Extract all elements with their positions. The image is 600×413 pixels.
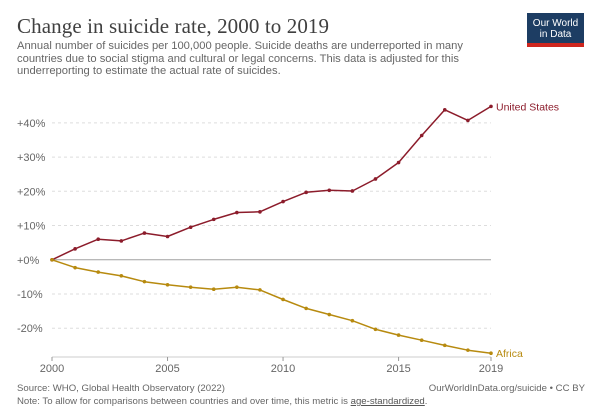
footnote-end: . xyxy=(424,396,428,407)
africa-point xyxy=(304,306,308,311)
africa-point xyxy=(419,338,424,343)
africa-point xyxy=(73,265,77,270)
x-tick-label: 2015 xyxy=(386,363,410,375)
united-states-point xyxy=(258,210,262,214)
united-states-point xyxy=(211,217,216,222)
africa-point xyxy=(327,312,332,317)
africa-point xyxy=(396,333,401,337)
united-states-point xyxy=(73,247,77,251)
license-text: • CC BY xyxy=(546,383,585,394)
logo-line-2: in Data xyxy=(539,29,572,40)
x-tick-label: 2000 xyxy=(40,363,64,375)
x-tick-label: 2019 xyxy=(479,363,503,375)
x-tick-label: 2005 xyxy=(155,363,179,375)
united-states-point xyxy=(489,104,493,109)
africa-point xyxy=(373,327,378,332)
africa-point xyxy=(211,287,216,292)
source-note: Source: WHO, Global Health Observatory (… xyxy=(17,383,225,394)
united-states-point xyxy=(419,133,424,138)
africa-point xyxy=(442,343,447,348)
united-states-point xyxy=(188,225,193,230)
united-states-point xyxy=(350,189,355,193)
africa-point xyxy=(50,257,54,262)
y-tick-label: +40% xyxy=(17,118,46,130)
united-states-point xyxy=(142,231,147,235)
y-tick-label: -20% xyxy=(17,323,43,335)
united-states-point xyxy=(396,160,401,165)
africa-point xyxy=(258,288,262,292)
united-states-point xyxy=(304,190,308,195)
united-states-point xyxy=(96,237,101,242)
footnote-text: Note: To allow for comparisons between c… xyxy=(17,396,351,407)
age-standardized-link[interactable]: age-standardized xyxy=(350,396,425,407)
africa-point xyxy=(350,318,355,323)
credit: OurWorldInData.org/suicide • CC BY xyxy=(429,383,585,394)
chart-subtitle: Annual number of suicides per 100,000 pe… xyxy=(17,40,463,78)
africa-label: Africa xyxy=(496,348,523,360)
africa-point xyxy=(119,274,124,278)
y-tick-label: +20% xyxy=(17,186,46,198)
x-tick-label: 2010 xyxy=(271,363,295,375)
logo-line-1: Our World xyxy=(532,18,579,29)
chart-title: Change in suicide rate, 2000 to 2019 xyxy=(17,14,330,38)
united-states-point xyxy=(327,188,332,193)
africa-point xyxy=(281,297,285,302)
africa-point xyxy=(489,351,493,356)
united-states-point xyxy=(281,199,285,204)
africa-point xyxy=(96,270,101,274)
united-states-line xyxy=(51,105,492,261)
footnote: Note: To allow for comparisons between c… xyxy=(17,396,427,407)
united-states-label: United States xyxy=(496,101,559,113)
africa-point xyxy=(235,285,239,289)
owid-url-link[interactable]: OurWorldInData.org/suicide xyxy=(428,383,547,394)
owid-logo[interactable]: Our World in Data xyxy=(527,13,584,47)
y-tick-label: +0% xyxy=(17,255,40,267)
africa-point xyxy=(188,285,193,289)
united-states-point xyxy=(373,177,378,181)
y-tick-label: +30% xyxy=(17,152,46,164)
africa-point xyxy=(142,279,147,284)
y-tick-label: +10% xyxy=(17,221,46,233)
africa-point xyxy=(466,348,470,352)
united-states-point xyxy=(119,239,124,243)
united-states-point xyxy=(165,234,170,239)
united-states-point xyxy=(466,118,470,123)
africa-line xyxy=(51,259,492,354)
united-states-point xyxy=(442,108,447,112)
y-tick-label: -10% xyxy=(17,289,43,301)
united-states-point xyxy=(235,210,239,215)
africa-point xyxy=(165,282,170,287)
